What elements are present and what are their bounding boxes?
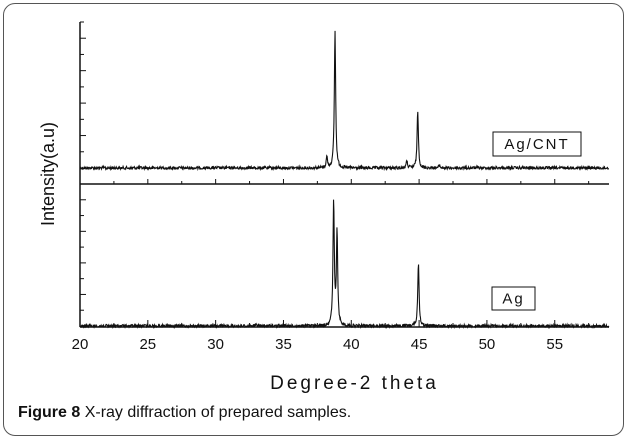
figure-frame — [3, 3, 624, 436]
y-axis-title: Intensity(a.u) — [38, 122, 58, 226]
x-tick-label: 50 — [479, 336, 496, 353]
x-tick-label: 40 — [343, 336, 360, 353]
series-ag-label: Ag — [502, 291, 524, 308]
figure-caption-label: Figure 8 — [18, 404, 81, 421]
series-ag-cnt-label: Ag/CNT — [504, 136, 569, 153]
figure-caption: Figure 8 X-ray diffraction of prepared s… — [18, 404, 351, 422]
x-tick-label: 45 — [411, 336, 428, 353]
x-tick-label: 35 — [275, 336, 292, 353]
series-ag-trace — [79, 199, 610, 330]
traces — [79, 30, 610, 330]
x-tick-label: 20 — [72, 336, 89, 353]
x-axis-title: Degree-2 theta — [270, 373, 439, 394]
series-ag-cnt-trace — [79, 30, 610, 172]
series-ag-cnt-box — [492, 131, 582, 157]
figure-caption-text: X-ray diffraction of prepared samples. — [84, 404, 352, 421]
x-tick-label: 25 — [139, 336, 156, 353]
axes — [79, 21, 609, 328]
series-ag-box — [491, 286, 536, 311]
x-tick-label: 30 — [207, 336, 224, 353]
x-tick-label: 55 — [546, 336, 563, 353]
labels: 20 25 30 35 40 45 50 55 Degree-2 theta Intensity(… — [38, 122, 582, 394]
